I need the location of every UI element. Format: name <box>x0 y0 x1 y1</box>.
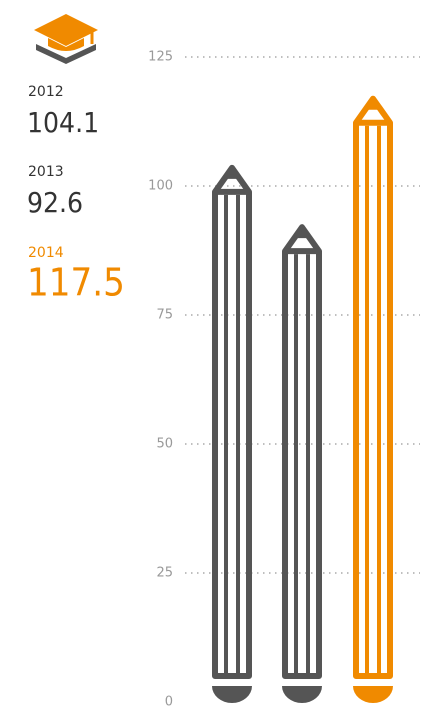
legend-value: 92.6 <box>27 186 83 219</box>
pencil-lead <box>365 96 381 110</box>
bar <box>353 95 393 679</box>
legend-year: 2013 <box>28 164 64 180</box>
y-tick-label: 50 <box>156 437 173 452</box>
legend-value: 104.1 <box>27 106 99 139</box>
legend-value: 117.5 <box>27 261 125 305</box>
pencil <box>353 95 393 703</box>
y-tick-label: 100 <box>148 179 173 194</box>
bar <box>212 164 252 679</box>
y-tick-label: 125 <box>148 50 173 65</box>
pencil-lead <box>294 225 310 239</box>
pencil-eraser <box>212 686 252 703</box>
y-tick-label: 75 <box>156 308 173 323</box>
legend-year: 2014 <box>28 245 64 261</box>
y-tick-label: 0 <box>165 695 173 708</box>
pencil <box>212 164 252 703</box>
bar <box>282 224 322 679</box>
pencil-eraser <box>353 686 393 703</box>
pencil-lead <box>224 165 240 179</box>
y-tick-label: 25 <box>156 566 173 581</box>
logo-icon <box>34 14 98 64</box>
pencil-eraser <box>282 686 322 703</box>
legend-year: 2012 <box>28 84 64 100</box>
pencil <box>282 224 322 703</box>
